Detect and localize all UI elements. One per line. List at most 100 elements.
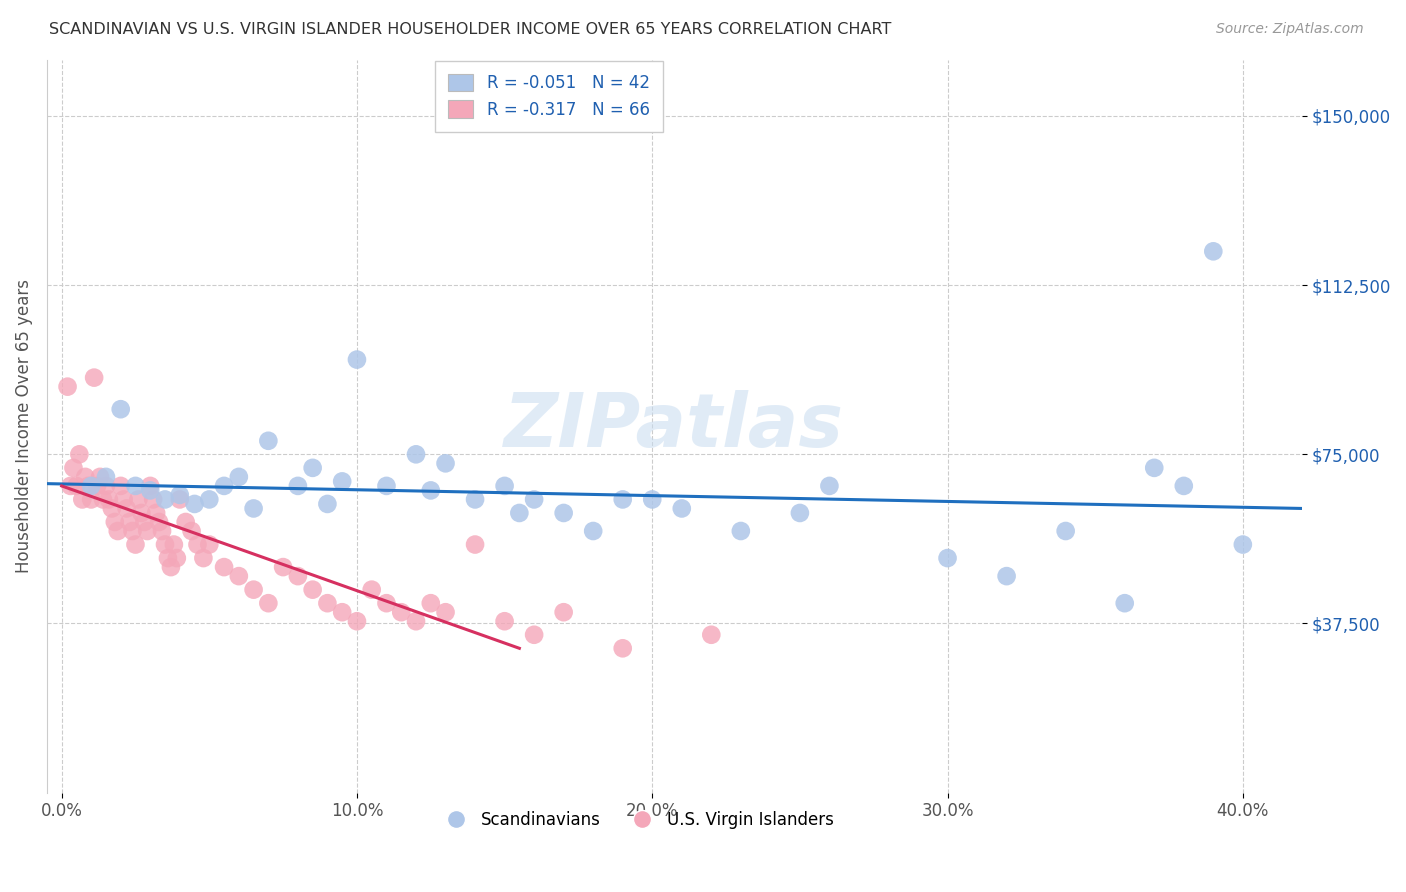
Point: [134, 515, 156, 529]
Point: [301, 582, 323, 597]
Point: [65, 479, 87, 493]
Point: [700, 628, 723, 642]
Point: [160, 560, 183, 574]
Point: [936, 551, 959, 566]
Point: [257, 434, 280, 448]
Point: [193, 551, 215, 566]
Point: [330, 475, 353, 489]
Point: [346, 352, 368, 367]
Point: [86, 479, 108, 493]
Point: [156, 551, 179, 566]
Point: [186, 537, 208, 551]
Point: [287, 569, 309, 583]
Point: [180, 524, 202, 538]
Point: [62, 461, 84, 475]
Point: [212, 560, 235, 574]
Point: [434, 605, 457, 619]
Point: [97, 492, 120, 507]
Point: [242, 501, 264, 516]
Point: [124, 479, 146, 493]
Point: [389, 605, 412, 619]
Point: [730, 524, 752, 538]
Point: [287, 479, 309, 493]
Text: ZIPatlas: ZIPatlas: [505, 390, 845, 463]
Point: [163, 537, 186, 551]
Legend: Scandinavians, U.S. Virgin Islanders: Scandinavians, U.S. Virgin Islanders: [433, 805, 841, 836]
Point: [153, 492, 176, 507]
Point: [523, 492, 546, 507]
Point: [150, 524, 173, 538]
Point: [1143, 461, 1166, 475]
Point: [77, 479, 100, 493]
Point: [72, 492, 94, 507]
Point: [104, 515, 127, 529]
Point: [127, 492, 149, 507]
Point: [671, 501, 693, 516]
Point: [257, 596, 280, 610]
Point: [995, 569, 1018, 583]
Point: [330, 605, 353, 619]
Point: [212, 479, 235, 493]
Point: [169, 492, 191, 507]
Point: [612, 641, 634, 656]
Point: [419, 596, 441, 610]
Point: [301, 461, 323, 475]
Text: SCANDINAVIAN VS U.S. VIRGIN ISLANDER HOUSEHOLDER INCOME OVER 65 YEARS CORRELATIO: SCANDINAVIAN VS U.S. VIRGIN ISLANDER HOU…: [49, 22, 891, 37]
Point: [346, 614, 368, 628]
Point: [67, 447, 90, 461]
Point: [198, 537, 221, 551]
Point: [434, 456, 457, 470]
Point: [107, 524, 129, 538]
Point: [131, 506, 153, 520]
Point: [553, 506, 575, 520]
Point: [405, 447, 427, 461]
Point: [360, 582, 382, 597]
Point: [139, 483, 162, 498]
Point: [124, 537, 146, 551]
Point: [1232, 537, 1254, 551]
Point: [142, 492, 165, 507]
Point: [316, 596, 339, 610]
Point: [494, 479, 516, 493]
Point: [80, 492, 103, 507]
Point: [145, 506, 167, 520]
Point: [80, 479, 103, 493]
Point: [789, 506, 811, 520]
Point: [582, 524, 605, 538]
Point: [1202, 244, 1225, 259]
Point: [59, 479, 82, 493]
Point: [174, 515, 197, 529]
Point: [139, 479, 162, 493]
Point: [153, 537, 176, 551]
Y-axis label: Householder Income Over 65 years: Householder Income Over 65 years: [15, 279, 32, 574]
Point: [94, 470, 117, 484]
Point: [115, 501, 138, 516]
Point: [818, 479, 841, 493]
Point: [166, 551, 188, 566]
Point: [1054, 524, 1077, 538]
Point: [110, 402, 132, 417]
Point: [1173, 479, 1195, 493]
Point: [316, 497, 339, 511]
Point: [641, 492, 664, 507]
Point: [91, 492, 114, 507]
Point: [56, 379, 79, 393]
Point: [228, 569, 250, 583]
Point: [419, 483, 441, 498]
Point: [198, 492, 221, 507]
Point: [94, 479, 117, 493]
Point: [112, 492, 135, 507]
Point: [183, 497, 205, 511]
Point: [75, 470, 97, 484]
Point: [494, 614, 516, 628]
Point: [375, 479, 398, 493]
Text: Source: ZipAtlas.com: Source: ZipAtlas.com: [1216, 22, 1364, 37]
Point: [136, 524, 159, 538]
Point: [464, 492, 486, 507]
Point: [1114, 596, 1136, 610]
Point: [375, 596, 398, 610]
Point: [464, 537, 486, 551]
Point: [271, 560, 294, 574]
Point: [612, 492, 634, 507]
Point: [89, 470, 111, 484]
